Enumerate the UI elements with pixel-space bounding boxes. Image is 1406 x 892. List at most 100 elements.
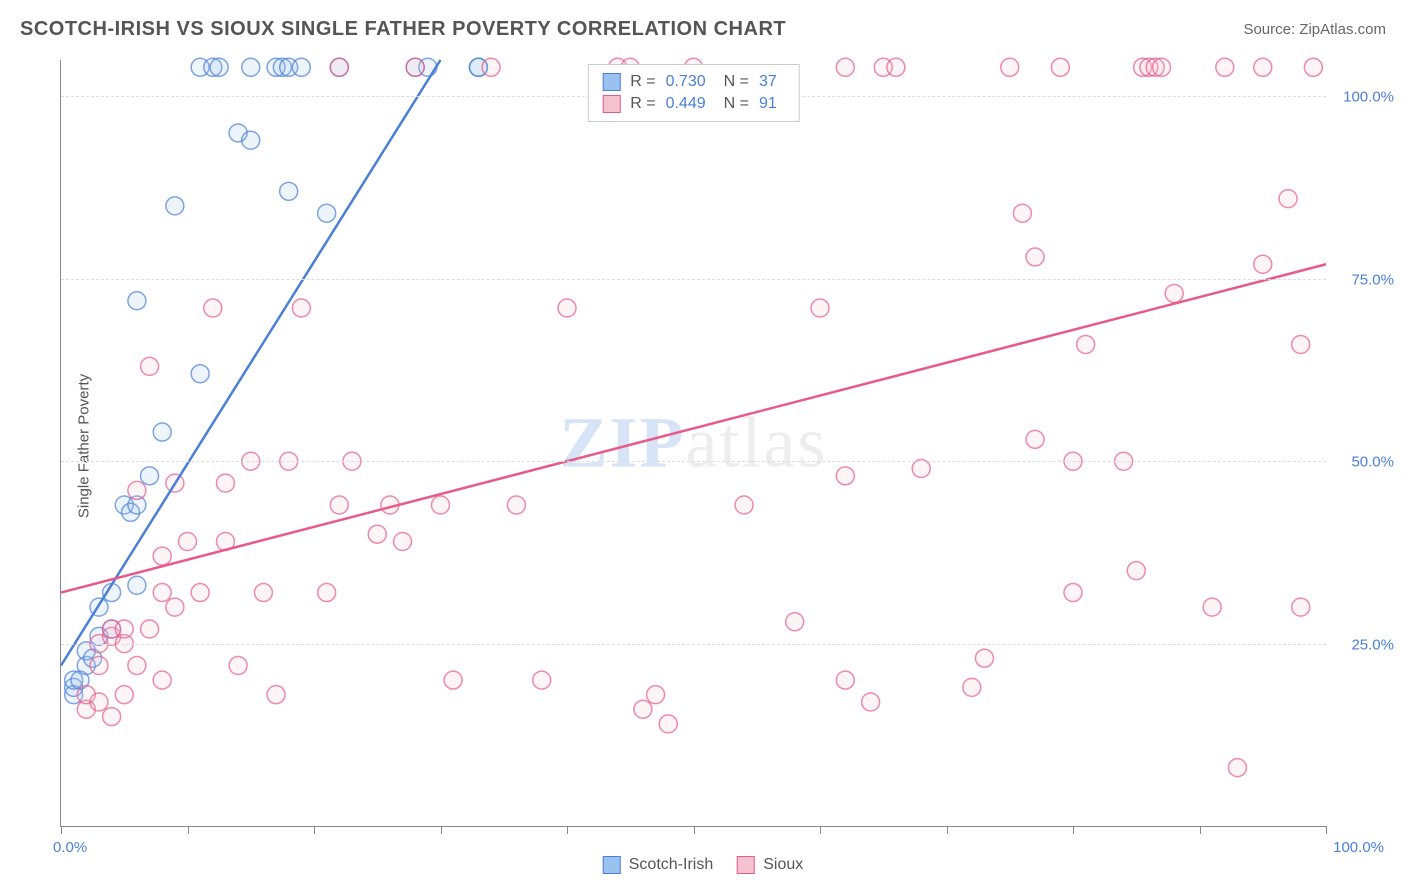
data-point bbox=[1203, 598, 1221, 616]
header: SCOTCH-IRISH VS SIOUX SINGLE FATHER POVE… bbox=[0, 0, 1406, 49]
gridline: 25.0% bbox=[61, 644, 1326, 645]
correlation-legend: R = 0.730 N = 37 R = 0.449 N = 91 bbox=[587, 64, 800, 122]
data-point bbox=[1051, 58, 1069, 76]
data-point bbox=[267, 686, 285, 704]
data-point bbox=[153, 547, 171, 565]
data-point bbox=[1127, 562, 1145, 580]
data-point bbox=[242, 131, 260, 149]
data-point bbox=[634, 700, 652, 718]
data-point bbox=[242, 58, 260, 76]
series-legend: Scotch-Irish Sioux bbox=[603, 856, 804, 874]
data-point bbox=[963, 678, 981, 696]
swatch-sioux bbox=[602, 95, 620, 113]
n-value-scotch-irish: 37 bbox=[759, 73, 777, 91]
data-point bbox=[862, 693, 880, 711]
data-point bbox=[153, 423, 171, 441]
data-point bbox=[1064, 584, 1082, 602]
data-point bbox=[153, 671, 171, 689]
legend-row-sioux: R = 0.449 N = 91 bbox=[602, 93, 785, 115]
data-point bbox=[1026, 248, 1044, 266]
swatch-sioux-icon bbox=[737, 856, 755, 874]
data-point bbox=[103, 708, 121, 726]
data-point bbox=[1026, 430, 1044, 448]
data-point bbox=[115, 686, 133, 704]
data-point bbox=[1165, 284, 1183, 302]
data-point bbox=[394, 532, 412, 550]
data-point bbox=[1228, 759, 1246, 777]
y-tick-label: 75.0% bbox=[1351, 271, 1394, 288]
data-point bbox=[229, 657, 247, 675]
data-point bbox=[292, 58, 310, 76]
legend-label-sioux: Sioux bbox=[763, 856, 803, 874]
trend-line bbox=[61, 60, 441, 666]
data-point bbox=[141, 620, 159, 638]
r-value-sioux: 0.449 bbox=[666, 95, 706, 113]
y-tick-label: 100.0% bbox=[1343, 89, 1394, 106]
x-tick bbox=[820, 826, 821, 834]
data-point bbox=[153, 584, 171, 602]
data-point bbox=[1153, 58, 1171, 76]
data-point bbox=[659, 715, 677, 733]
x-tick bbox=[567, 826, 568, 834]
data-point bbox=[533, 671, 551, 689]
x-tick bbox=[947, 826, 948, 834]
data-point bbox=[128, 481, 146, 499]
data-point bbox=[406, 58, 424, 76]
data-point bbox=[141, 467, 159, 485]
x-tick bbox=[1326, 826, 1327, 834]
data-point bbox=[1292, 336, 1310, 354]
data-point bbox=[786, 613, 804, 631]
data-point bbox=[141, 357, 159, 375]
source-label: Source: ZipAtlas.com bbox=[1243, 21, 1386, 38]
data-point bbox=[191, 584, 209, 602]
data-point bbox=[280, 182, 298, 200]
x-tick bbox=[188, 826, 189, 834]
x-tick bbox=[314, 826, 315, 834]
data-point bbox=[735, 496, 753, 514]
swatch-scotch-irish bbox=[602, 73, 620, 91]
data-point bbox=[318, 584, 336, 602]
x-tick bbox=[61, 826, 62, 834]
data-point bbox=[90, 693, 108, 711]
data-point bbox=[128, 576, 146, 594]
legend-item-sioux: Sioux bbox=[737, 856, 803, 874]
data-point bbox=[836, 671, 854, 689]
data-point bbox=[128, 292, 146, 310]
y-tick-label: 50.0% bbox=[1351, 454, 1394, 471]
legend-label-scotch-irish: Scotch-Irish bbox=[629, 856, 713, 874]
data-point bbox=[811, 299, 829, 317]
data-point bbox=[191, 365, 209, 383]
data-point bbox=[836, 58, 854, 76]
data-point bbox=[444, 671, 462, 689]
data-point bbox=[887, 58, 905, 76]
data-point bbox=[254, 584, 272, 602]
n-value-sioux: 91 bbox=[759, 95, 777, 113]
data-point bbox=[1013, 204, 1031, 222]
data-point bbox=[1292, 598, 1310, 616]
trend-line bbox=[61, 264, 1326, 592]
data-point bbox=[292, 299, 310, 317]
y-tick-label: 25.0% bbox=[1351, 636, 1394, 653]
data-point bbox=[647, 686, 665, 704]
r-value-scotch-irish: 0.730 bbox=[666, 73, 706, 91]
legend-row-scotch-irish: R = 0.730 N = 37 bbox=[602, 71, 785, 93]
data-point bbox=[1304, 58, 1322, 76]
data-point bbox=[330, 496, 348, 514]
data-point bbox=[330, 58, 348, 76]
x-tick bbox=[1073, 826, 1074, 834]
data-point bbox=[432, 496, 450, 514]
data-point bbox=[507, 496, 525, 514]
data-point bbox=[179, 532, 197, 550]
data-point bbox=[1077, 336, 1095, 354]
data-point bbox=[204, 299, 222, 317]
data-point bbox=[128, 657, 146, 675]
data-point bbox=[1254, 255, 1272, 273]
data-point bbox=[368, 525, 386, 543]
data-point bbox=[1279, 190, 1297, 208]
data-point bbox=[115, 620, 133, 638]
data-point bbox=[558, 299, 576, 317]
x-tick bbox=[694, 826, 695, 834]
data-point bbox=[1001, 58, 1019, 76]
data-point bbox=[210, 58, 228, 76]
data-point bbox=[1216, 58, 1234, 76]
